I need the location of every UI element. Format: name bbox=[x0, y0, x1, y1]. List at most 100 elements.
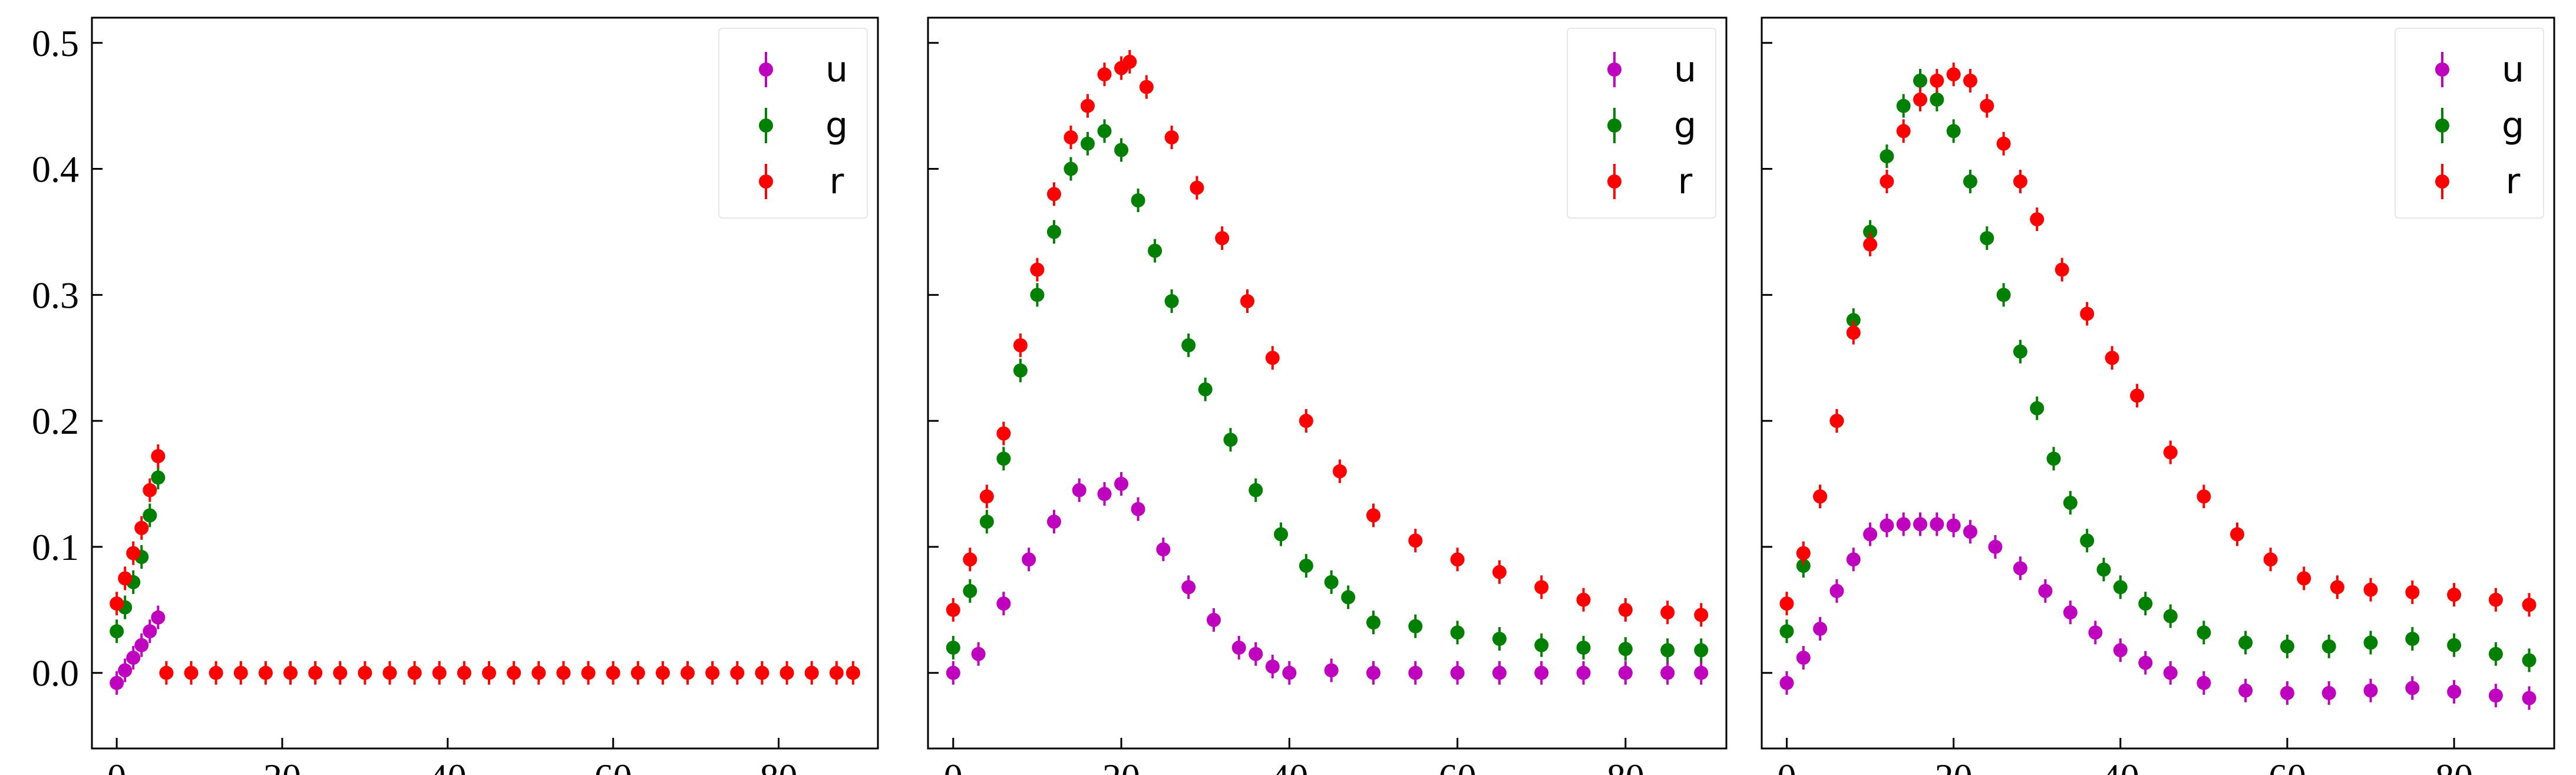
x-tick-label: 80 bbox=[2435, 756, 2473, 775]
legend-marker bbox=[2435, 174, 2449, 189]
data-point bbox=[1980, 98, 1994, 113]
data-point bbox=[1896, 124, 1911, 138]
data-point bbox=[1863, 237, 1878, 252]
data-point bbox=[2280, 685, 2294, 700]
data-point bbox=[2405, 681, 2420, 695]
plot-frame bbox=[927, 17, 1728, 750]
data-point bbox=[2405, 632, 2420, 646]
data-point bbox=[606, 665, 620, 680]
data-point bbox=[1114, 143, 1129, 157]
data-point bbox=[1996, 136, 2011, 151]
data-point bbox=[2488, 647, 2503, 661]
data-point bbox=[2055, 262, 2069, 277]
data-point bbox=[2330, 580, 2344, 595]
legend-label: g bbox=[2502, 105, 2524, 146]
data-point bbox=[118, 571, 133, 586]
data-point bbox=[2522, 691, 2537, 705]
data-point bbox=[1081, 136, 1095, 151]
data-point bbox=[1694, 643, 1709, 658]
data-point bbox=[1046, 515, 1061, 529]
series-u bbox=[110, 605, 166, 695]
data-point bbox=[1223, 433, 1238, 447]
data-point bbox=[2113, 643, 2128, 658]
legend-marker bbox=[1607, 174, 1621, 189]
data-point bbox=[1097, 487, 1112, 502]
legend-label: r bbox=[2506, 161, 2521, 202]
data-point bbox=[1576, 640, 1591, 655]
legend-marker bbox=[759, 174, 773, 189]
data-point bbox=[1492, 665, 1507, 680]
data-point bbox=[184, 665, 199, 680]
data-point bbox=[1299, 559, 1313, 573]
data-point bbox=[2238, 635, 2253, 650]
data-point bbox=[681, 665, 695, 680]
data-point bbox=[1576, 592, 1591, 607]
data-point bbox=[630, 665, 645, 680]
y-tick-label: 0.4 bbox=[32, 149, 79, 190]
y-tick-label: 0.1 bbox=[32, 526, 79, 568]
data-point bbox=[126, 651, 141, 665]
legend-label: g bbox=[1674, 105, 1696, 146]
data-point bbox=[1013, 338, 1028, 352]
data-point bbox=[705, 665, 720, 680]
data-point bbox=[134, 520, 149, 535]
data-point bbox=[581, 665, 596, 680]
data-point bbox=[258, 665, 273, 680]
data-point bbox=[143, 624, 157, 639]
data-point bbox=[2297, 571, 2311, 586]
data-point bbox=[996, 596, 1011, 611]
data-point bbox=[1282, 665, 1297, 680]
data-point bbox=[1660, 605, 1675, 620]
data-point bbox=[1072, 483, 1086, 497]
data-point bbox=[1265, 659, 1280, 674]
data-point bbox=[1164, 294, 1179, 309]
data-point bbox=[2447, 588, 2462, 602]
series-u bbox=[946, 472, 1709, 685]
legend-box bbox=[718, 28, 868, 219]
data-point bbox=[1694, 608, 1709, 622]
data-point bbox=[1996, 288, 2011, 302]
data-point bbox=[1030, 288, 1045, 302]
data-point bbox=[1408, 665, 1423, 680]
data-point bbox=[1249, 483, 1263, 497]
data-point bbox=[2363, 635, 2378, 650]
data-point bbox=[2063, 496, 2078, 510]
data-point bbox=[1181, 338, 1196, 352]
data-point bbox=[1097, 124, 1112, 138]
data-point bbox=[1829, 583, 1844, 598]
data-point bbox=[2113, 580, 2128, 595]
data-point bbox=[382, 665, 397, 680]
data-point bbox=[1046, 187, 1061, 202]
data-point bbox=[2163, 665, 2178, 680]
series-g bbox=[1779, 68, 2537, 672]
data-point bbox=[2080, 533, 2095, 548]
legend-box bbox=[1567, 28, 1716, 219]
data-point bbox=[308, 665, 323, 680]
x-tick-label: 20 bbox=[1935, 756, 1973, 775]
data-point bbox=[946, 640, 960, 655]
data-point bbox=[1880, 174, 1894, 189]
data-point bbox=[151, 470, 166, 485]
y-tick-label: 0.0 bbox=[32, 652, 79, 694]
data-point bbox=[1131, 193, 1145, 207]
data-point bbox=[1030, 262, 1045, 277]
data-point bbox=[333, 665, 348, 680]
data-point bbox=[979, 515, 994, 529]
data-point bbox=[2138, 655, 2153, 670]
x-tick-label: 80 bbox=[759, 756, 797, 775]
data-point bbox=[2163, 609, 2178, 624]
data-point bbox=[1779, 675, 1794, 690]
data-point bbox=[755, 665, 770, 680]
data-point bbox=[233, 665, 248, 680]
data-point bbox=[1231, 640, 1246, 655]
data-point bbox=[556, 665, 571, 680]
data-point bbox=[1946, 67, 1961, 82]
data-point bbox=[1492, 565, 1507, 579]
data-point bbox=[1156, 542, 1171, 557]
data-point bbox=[1913, 92, 1927, 107]
legend-label: u bbox=[2502, 49, 2524, 90]
data-point bbox=[1064, 130, 1078, 145]
data-point bbox=[1618, 642, 1633, 657]
data-point bbox=[1013, 363, 1028, 378]
data-point bbox=[110, 624, 124, 639]
